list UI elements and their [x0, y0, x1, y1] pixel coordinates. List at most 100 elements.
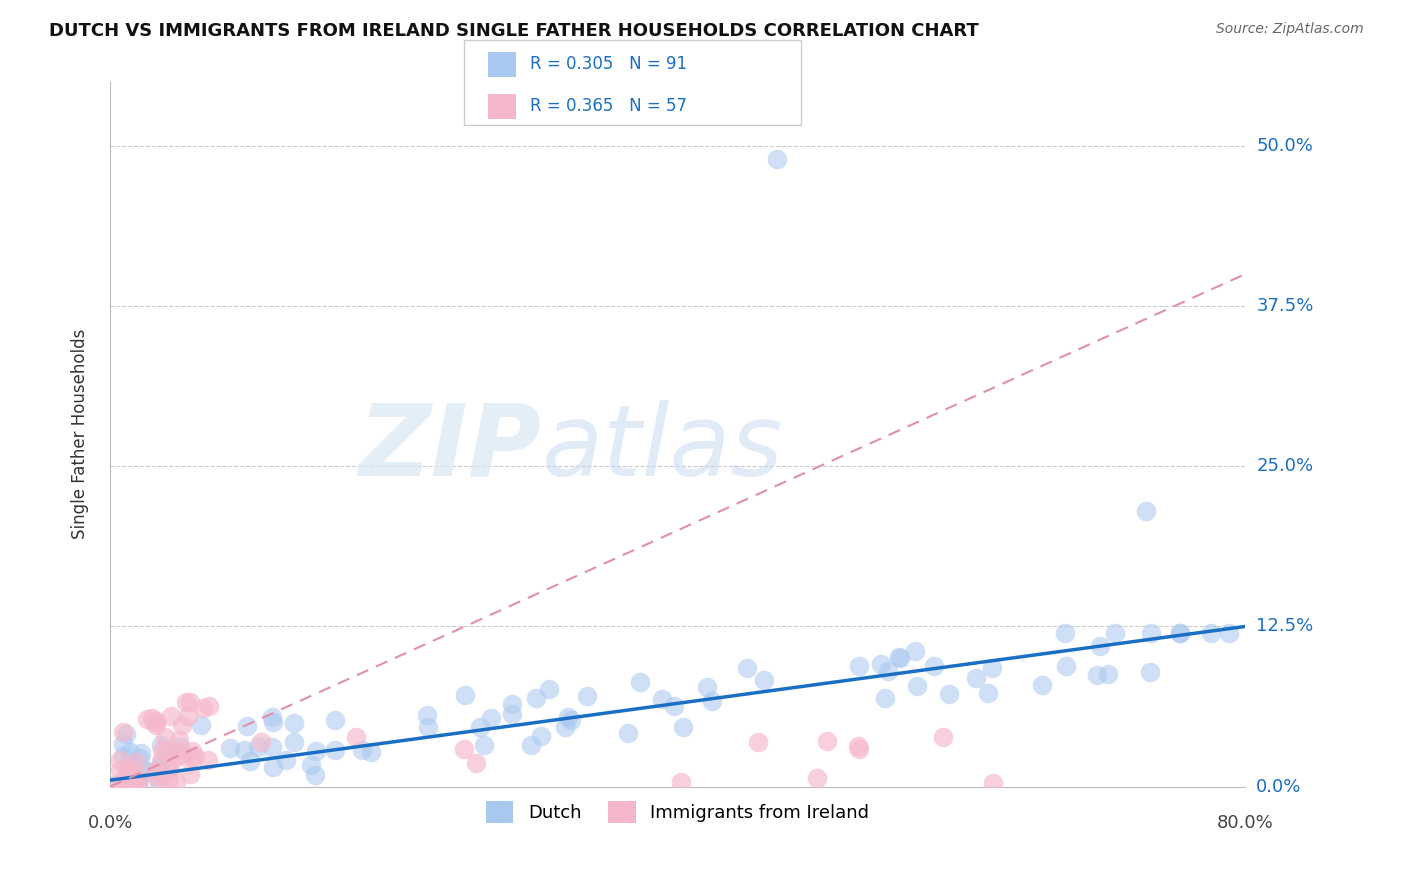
Point: [129, 746, 152, 760]
Point: [117, 777, 139, 791]
Point: [304, 768, 326, 782]
Point: [125, 777, 148, 791]
Point: [617, 725, 640, 739]
Point: [1168, 625, 1191, 640]
Point: [108, 764, 131, 778]
Point: [111, 777, 134, 791]
Point: [1201, 625, 1223, 640]
Point: [360, 745, 382, 759]
Point: [501, 706, 523, 721]
Point: [236, 718, 259, 732]
Point: [159, 762, 181, 776]
Point: [128, 774, 150, 789]
Text: 25.0%: 25.0%: [1257, 458, 1313, 475]
Point: [191, 701, 214, 715]
Point: [150, 754, 173, 768]
Point: [157, 761, 180, 775]
Point: [305, 743, 328, 757]
Point: [239, 755, 262, 769]
Point: [1170, 625, 1192, 640]
Point: [179, 767, 201, 781]
Point: [806, 771, 828, 785]
Point: [262, 760, 284, 774]
Point: [501, 697, 523, 711]
Point: [465, 756, 488, 771]
Point: [416, 720, 439, 734]
Point: [260, 710, 283, 724]
Point: [669, 774, 692, 789]
Point: [181, 744, 204, 758]
Point: [143, 764, 166, 779]
Point: [938, 687, 960, 701]
Point: [557, 710, 579, 724]
Point: [323, 713, 346, 727]
Point: [1104, 625, 1126, 640]
Point: [520, 738, 543, 752]
Point: [153, 731, 176, 745]
Point: [766, 152, 789, 166]
Point: [125, 755, 148, 769]
Point: [197, 753, 219, 767]
Point: [415, 708, 437, 723]
Point: [980, 661, 1002, 675]
Point: [453, 742, 475, 756]
Point: [124, 767, 146, 781]
Point: [1139, 665, 1161, 680]
Point: [922, 659, 945, 673]
Point: [479, 711, 502, 725]
Point: [149, 754, 172, 768]
Point: [905, 679, 928, 693]
Point: [167, 743, 190, 757]
Point: [150, 738, 173, 752]
Point: [977, 686, 1000, 700]
Point: [179, 695, 201, 709]
Point: [170, 718, 193, 732]
Point: [129, 751, 152, 765]
Point: [174, 695, 197, 709]
Legend: Dutch, Immigrants from Ireland: Dutch, Immigrants from Ireland: [479, 794, 876, 830]
Text: 0.0%: 0.0%: [1257, 778, 1302, 796]
Point: [672, 720, 695, 734]
Point: [150, 743, 173, 757]
Point: [149, 777, 172, 791]
Point: [232, 743, 254, 757]
Point: [965, 671, 987, 685]
Point: [815, 734, 838, 748]
Point: [127, 778, 149, 792]
Point: [122, 777, 145, 791]
Y-axis label: Single Father Households: Single Father Households: [72, 329, 89, 540]
Point: [1054, 658, 1077, 673]
Point: [198, 699, 221, 714]
Point: [554, 720, 576, 734]
Point: [576, 689, 599, 703]
Point: [454, 688, 477, 702]
Point: [1085, 667, 1108, 681]
Text: ZIP: ZIP: [359, 400, 541, 497]
Point: [135, 712, 157, 726]
Point: [107, 777, 129, 791]
Point: [537, 681, 560, 696]
Point: [472, 738, 495, 752]
Point: [1135, 504, 1157, 518]
Point: [260, 740, 283, 755]
Point: [846, 739, 869, 754]
Point: [157, 772, 180, 786]
Point: [103, 778, 125, 792]
Point: [696, 680, 718, 694]
Text: R = 0.365   N = 57: R = 0.365 N = 57: [530, 97, 688, 115]
Point: [651, 691, 673, 706]
Point: [160, 709, 183, 723]
Point: [904, 644, 927, 658]
Point: [115, 764, 138, 778]
Point: [848, 742, 870, 756]
Point: [344, 731, 367, 745]
Point: [299, 757, 322, 772]
Point: [166, 748, 188, 763]
Text: 12.5%: 12.5%: [1257, 617, 1313, 635]
Text: 50.0%: 50.0%: [1257, 137, 1313, 155]
Point: [628, 674, 651, 689]
Point: [112, 725, 135, 739]
Point: [148, 777, 170, 791]
Point: [184, 748, 207, 763]
Point: [350, 742, 373, 756]
